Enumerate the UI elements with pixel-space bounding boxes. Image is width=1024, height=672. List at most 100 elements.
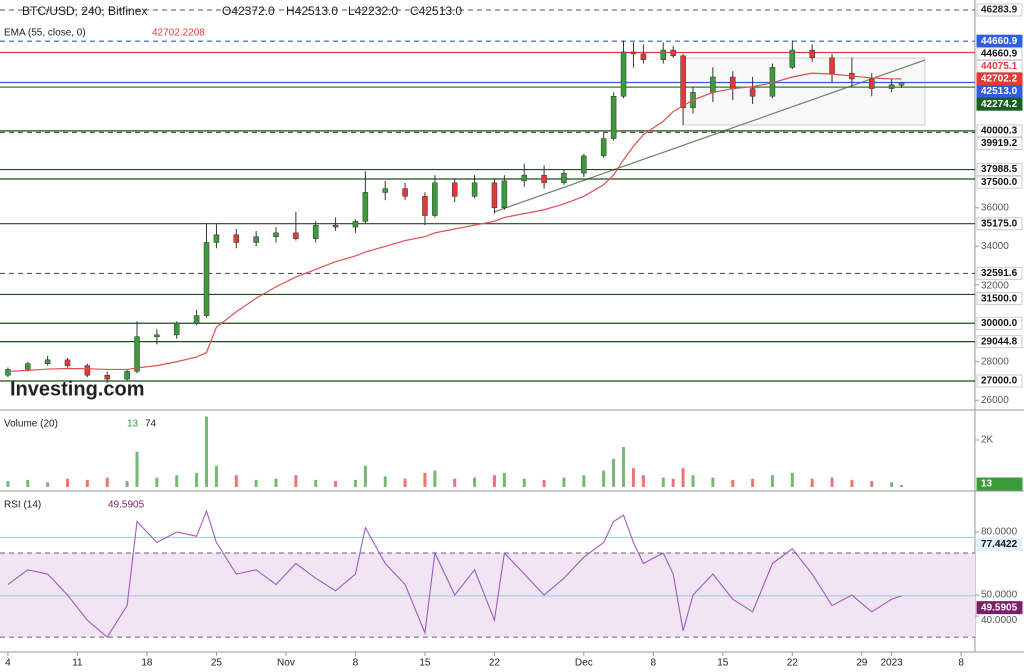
volume-bar: [46, 482, 50, 487]
volume-bar: [770, 475, 774, 487]
candle-body: [432, 182, 438, 216]
axis-badge: [976, 47, 1023, 61]
x-tick-label: 8: [353, 658, 359, 669]
candle-body: [710, 76, 716, 93]
candle-body: [670, 49, 676, 57]
candle-body: [630, 51, 637, 55]
volume-bar: [363, 465, 367, 487]
x-tick-label: 29: [856, 658, 868, 669]
axis-label: 27000.0: [981, 376, 1018, 387]
candle-body: [382, 188, 388, 193]
axis-label: 77.4422: [981, 539, 1018, 550]
axis-badge: [976, 374, 1023, 388]
candle-body: [501, 180, 508, 209]
volume-down: 74: [145, 419, 157, 430]
candle-body: [868, 78, 875, 89]
volume-bar: [383, 476, 387, 487]
axis-label: 37988.5: [981, 164, 1018, 175]
rsi-title[interactable]: RSI (14): [4, 500, 41, 511]
volume-bar: [671, 478, 675, 487]
axis-badge: [976, 175, 1023, 189]
volume-bar: [234, 475, 238, 487]
volume-bar: [155, 477, 159, 487]
x-tick-label: 22: [489, 658, 501, 669]
volume-bar: [661, 477, 665, 487]
ema-value: 42702.2208: [152, 28, 205, 39]
trend-line: [493, 59, 926, 213]
volume-bar: [453, 478, 457, 487]
candle-body: [193, 315, 200, 324]
candle-body: [541, 174, 547, 184]
axis-label: 32591.6: [981, 268, 1018, 279]
volume-bar: [214, 465, 218, 487]
candle-body: [213, 234, 220, 243]
axis-badge: [976, 124, 1023, 138]
candle-body: [124, 371, 130, 380]
candle-body: [471, 182, 478, 197]
volume-bar: [890, 482, 894, 487]
axis-badge: [976, 335, 1023, 349]
volume-bar: [562, 477, 566, 487]
volume-bar: [433, 470, 437, 487]
volume-bar: [790, 472, 794, 487]
candle-body: [362, 192, 369, 222]
axis-label: 30000.0: [981, 318, 1018, 329]
volume-bar: [334, 481, 338, 487]
candle-body: [173, 323, 180, 336]
rsi-line: [7, 509, 902, 638]
candle-body: [789, 49, 796, 68]
ohlc-high: H42513.0: [286, 4, 338, 18]
candle-body: [5, 369, 11, 376]
x-tick-label: 2023: [880, 658, 903, 669]
x-tick-label: 18: [141, 658, 153, 669]
volume-bar: [711, 477, 715, 487]
volume-bar: [542, 479, 546, 487]
ema-title[interactable]: EMA (55, close, 0): [4, 28, 86, 39]
volume-bar: [602, 470, 606, 487]
axis-badge: [976, 601, 1023, 615]
candle-body: [600, 138, 607, 157]
rsi-value: 49.5905: [108, 500, 145, 511]
candle-body: [581, 155, 587, 174]
x-tick-label: 25: [211, 658, 223, 669]
axis-label: 42274.2: [981, 99, 1018, 110]
axis-label: 49.5905: [981, 602, 1018, 613]
candle-body: [451, 182, 458, 197]
volume-bar: [403, 478, 407, 487]
candle-body: [273, 232, 279, 237]
volume-bar: [810, 478, 814, 487]
volume-bar: [205, 416, 209, 487]
axis-label: 50.0000: [981, 590, 1018, 601]
volume-bar: [622, 447, 626, 487]
x-tick-label: 15: [717, 658, 729, 669]
volume-bar: [492, 475, 496, 487]
axis-label: 35175.0: [981, 218, 1018, 229]
axis-label: 42513.0: [981, 86, 1018, 97]
axis-badge: [976, 59, 1023, 73]
volume-title[interactable]: Volume (20): [4, 419, 58, 430]
candle-body: [134, 336, 140, 372]
x-tick-label: 15: [419, 658, 431, 669]
candle-body: [521, 174, 527, 182]
volume-bar: [175, 475, 179, 487]
x-tick-label: 22: [787, 658, 799, 669]
volume-bar: [830, 477, 834, 487]
volume-bar: [195, 472, 199, 487]
candle-body: [898, 82, 905, 86]
volume-bar: [691, 475, 695, 487]
candle-body: [660, 49, 666, 60]
volume-bar: [6, 481, 10, 487]
axis-badge: [976, 34, 1023, 48]
axis-badge: [976, 136, 1023, 150]
candle-body: [680, 55, 686, 109]
candle-body: [352, 221, 359, 228]
axis-label: 36000: [981, 202, 1009, 213]
axis-badge: [976, 217, 1023, 231]
watermark: Investing.com: [10, 378, 144, 400]
volume-bar: [502, 472, 506, 487]
symbol-title[interactable]: BTC/USD, 240, Bitfinex: [22, 4, 147, 18]
candle-body: [104, 374, 110, 380]
volume-bar: [631, 468, 635, 487]
volume-bar: [353, 479, 357, 487]
